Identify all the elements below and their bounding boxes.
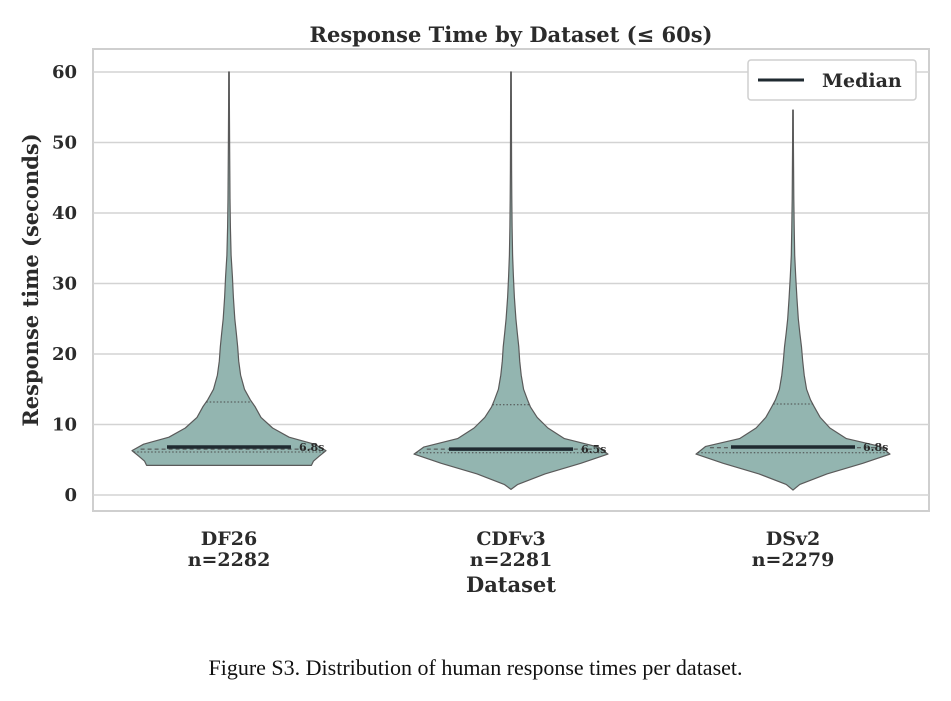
y-axis-label: Response time (seconds) <box>18 133 43 426</box>
category-label: DSv2 <box>766 528 820 550</box>
violins: 6.8s 6.5s 6.8s <box>131 71 891 491</box>
median-value-label: 6.8s <box>863 441 888 454</box>
chart-title: Response Time by Dataset (≤ 60s) <box>310 22 713 47</box>
category-label: CDFv3 <box>476 528 545 550</box>
median-value-label: 6.5s <box>581 443 606 456</box>
y-tick-label: 0 <box>64 485 77 506</box>
y-tick-label: 50 <box>52 133 77 154</box>
legend: Median <box>747 59 917 101</box>
category-label: DF26 <box>201 528 257 550</box>
x-axis-label: Dataset <box>466 572 556 597</box>
category-count: n=2281 <box>470 549 553 571</box>
y-tick-label: 60 <box>52 62 77 83</box>
legend-median-label: Median <box>822 70 902 92</box>
category-count: n=2282 <box>188 549 271 571</box>
violin-cdfv3 <box>413 71 609 490</box>
y-tick-label: 10 <box>52 415 77 436</box>
legend-box <box>747 59 917 101</box>
y-tick-label: 30 <box>52 274 77 295</box>
y-tick-label: 40 <box>52 203 77 224</box>
figure-caption: Figure S3. Distribution of human respons… <box>208 655 743 680</box>
violin-dsv2 <box>695 109 891 491</box>
y-tick-labels: 0 10 20 30 40 50 60 <box>52 62 77 506</box>
violin-df26 <box>131 71 327 466</box>
y-tick-label: 20 <box>52 344 77 365</box>
median-value-label: 6.8s <box>299 441 324 454</box>
category-count: n=2279 <box>752 549 835 571</box>
